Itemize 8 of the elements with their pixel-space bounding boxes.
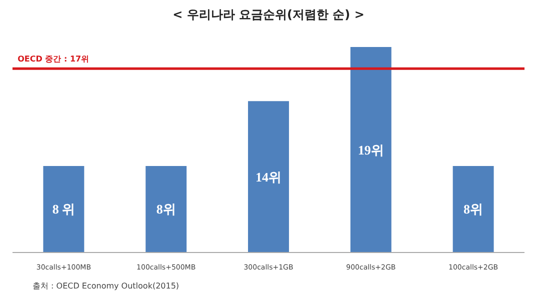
data-label: 14위	[256, 169, 282, 184]
data-label: 19위	[358, 142, 384, 158]
chart-title: < 우리나라 요금순위(저렴한 순) >	[172, 8, 364, 22]
data-label: 8위	[156, 202, 176, 217]
source-note: 출처 : OECD Economy Outlook(2015)	[32, 282, 180, 290]
data-label: 8 위	[52, 202, 76, 217]
ref-line-label: OECD 중간 : 17위	[18, 54, 90, 64]
data-label: 8위	[464, 202, 484, 217]
